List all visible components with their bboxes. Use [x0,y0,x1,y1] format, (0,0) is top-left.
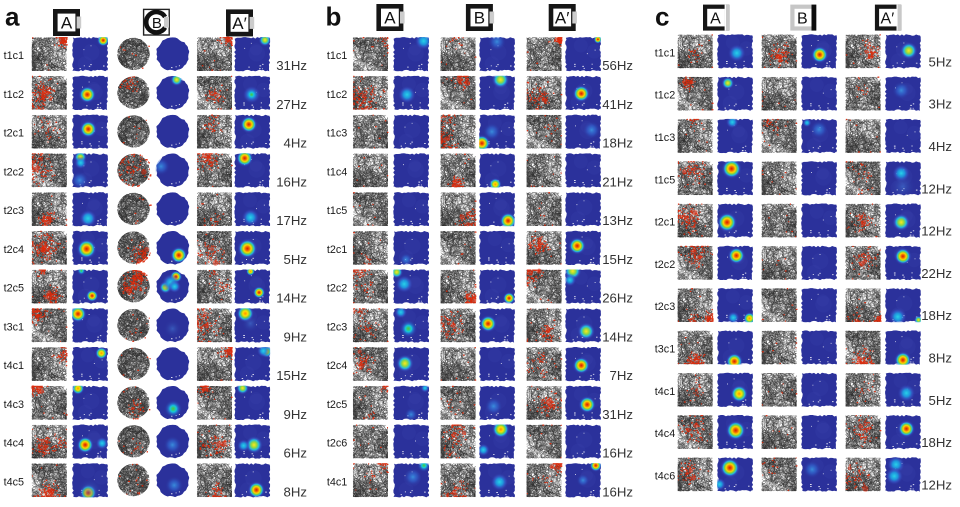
svg-text:t1c1: t1c1 [655,47,675,59]
svg-text:13Hz: 13Hz [602,213,633,228]
svg-text:A′: A′ [881,10,895,27]
svg-text:b: b [326,2,342,32]
svg-text:A: A [710,10,721,27]
svg-text:6Hz: 6Hz [284,446,307,461]
svg-text:t4c1: t4c1 [4,360,24,372]
svg-text:t4c1: t4c1 [655,386,675,398]
svg-text:t2c1: t2c1 [4,128,24,140]
svg-text:t1c1: t1c1 [4,50,24,62]
svg-text:A′: A′ [232,14,247,33]
svg-text:A: A [61,14,73,33]
svg-text:t3c1: t3c1 [655,344,675,356]
svg-text:t2c1: t2c1 [327,244,347,256]
svg-text:t4c4: t4c4 [655,428,675,440]
svg-text:t3c1: t3c1 [4,321,24,333]
svg-text:7Hz: 7Hz [610,368,633,383]
svg-text:t1c1: t1c1 [327,50,347,62]
svg-text:31Hz: 31Hz [276,58,307,73]
svg-text:t2c2: t2c2 [4,166,24,178]
svg-text:31Hz: 31Hz [602,407,633,422]
svg-text:5Hz: 5Hz [929,393,952,408]
svg-text:t1c2: t1c2 [327,89,347,101]
svg-text:12Hz: 12Hz [921,477,952,492]
svg-text:B: B [797,10,808,27]
svg-text:t2c5: t2c5 [327,399,347,411]
svg-text:t1c3: t1c3 [655,132,675,144]
svg-text:21Hz: 21Hz [602,174,633,189]
svg-text:t1c5: t1c5 [655,174,675,186]
svg-text:4Hz: 4Hz [284,136,307,151]
svg-text:16Hz: 16Hz [276,174,307,189]
svg-text:18Hz: 18Hz [602,136,633,151]
svg-text:15Hz: 15Hz [276,368,307,383]
svg-text:t2c1: t2c1 [655,217,675,229]
svg-text:27Hz: 27Hz [276,97,307,112]
svg-text:a: a [5,2,20,32]
svg-text:t2c6: t2c6 [327,438,347,450]
svg-text:t2c3: t2c3 [655,301,675,313]
svg-text:17Hz: 17Hz [276,213,307,228]
svg-text:B: B [474,9,485,28]
svg-text:t2c3: t2c3 [4,205,24,217]
svg-text:t1c4: t1c4 [327,166,347,178]
svg-text:8Hz: 8Hz [284,484,307,499]
svg-text:56Hz: 56Hz [602,58,633,73]
svg-text:t4c5: t4c5 [4,476,24,488]
svg-text:t1c3: t1c3 [327,128,347,140]
svg-text:14Hz: 14Hz [276,291,307,306]
svg-text:t1c5: t1c5 [327,205,347,217]
svg-text:12Hz: 12Hz [921,224,952,239]
svg-text:16Hz: 16Hz [602,446,633,461]
svg-text:A′: A′ [555,9,570,28]
svg-text:9Hz: 9Hz [284,407,307,422]
svg-text:t4c6: t4c6 [655,470,675,482]
svg-text:t2c2: t2c2 [655,259,675,271]
svg-text:18Hz: 18Hz [921,308,952,323]
svg-text:t2c4: t2c4 [327,360,347,372]
svg-text:16Hz: 16Hz [602,484,633,499]
svg-text:t2c3: t2c3 [327,321,347,333]
svg-text:t4c3: t4c3 [4,399,24,411]
svg-text:4Hz: 4Hz [929,139,952,154]
svg-text:t1c2: t1c2 [4,89,24,101]
svg-text:14Hz: 14Hz [602,329,633,344]
svg-text:t4c1: t4c1 [327,476,347,488]
svg-text:18Hz: 18Hz [921,435,952,450]
svg-text:t4c4: t4c4 [4,438,24,450]
svg-text:5Hz: 5Hz [929,54,952,69]
svg-text:3Hz: 3Hz [929,97,952,112]
svg-text:c: c [655,2,669,32]
svg-text:t2c4: t2c4 [4,244,24,256]
svg-text:9Hz: 9Hz [284,329,307,344]
svg-text:t1c2: t1c2 [655,90,675,102]
svg-text:t2c2: t2c2 [327,283,347,295]
svg-text:A: A [384,9,396,28]
svg-text:B: B [152,15,162,32]
svg-text:22Hz: 22Hz [921,266,952,281]
svg-text:t2c5: t2c5 [4,283,24,295]
svg-text:5Hz: 5Hz [284,252,307,267]
svg-text:8Hz: 8Hz [929,351,952,366]
svg-text:15Hz: 15Hz [602,252,633,267]
svg-text:41Hz: 41Hz [602,97,633,112]
svg-text:26Hz: 26Hz [602,291,633,306]
svg-text:12Hz: 12Hz [921,181,952,196]
